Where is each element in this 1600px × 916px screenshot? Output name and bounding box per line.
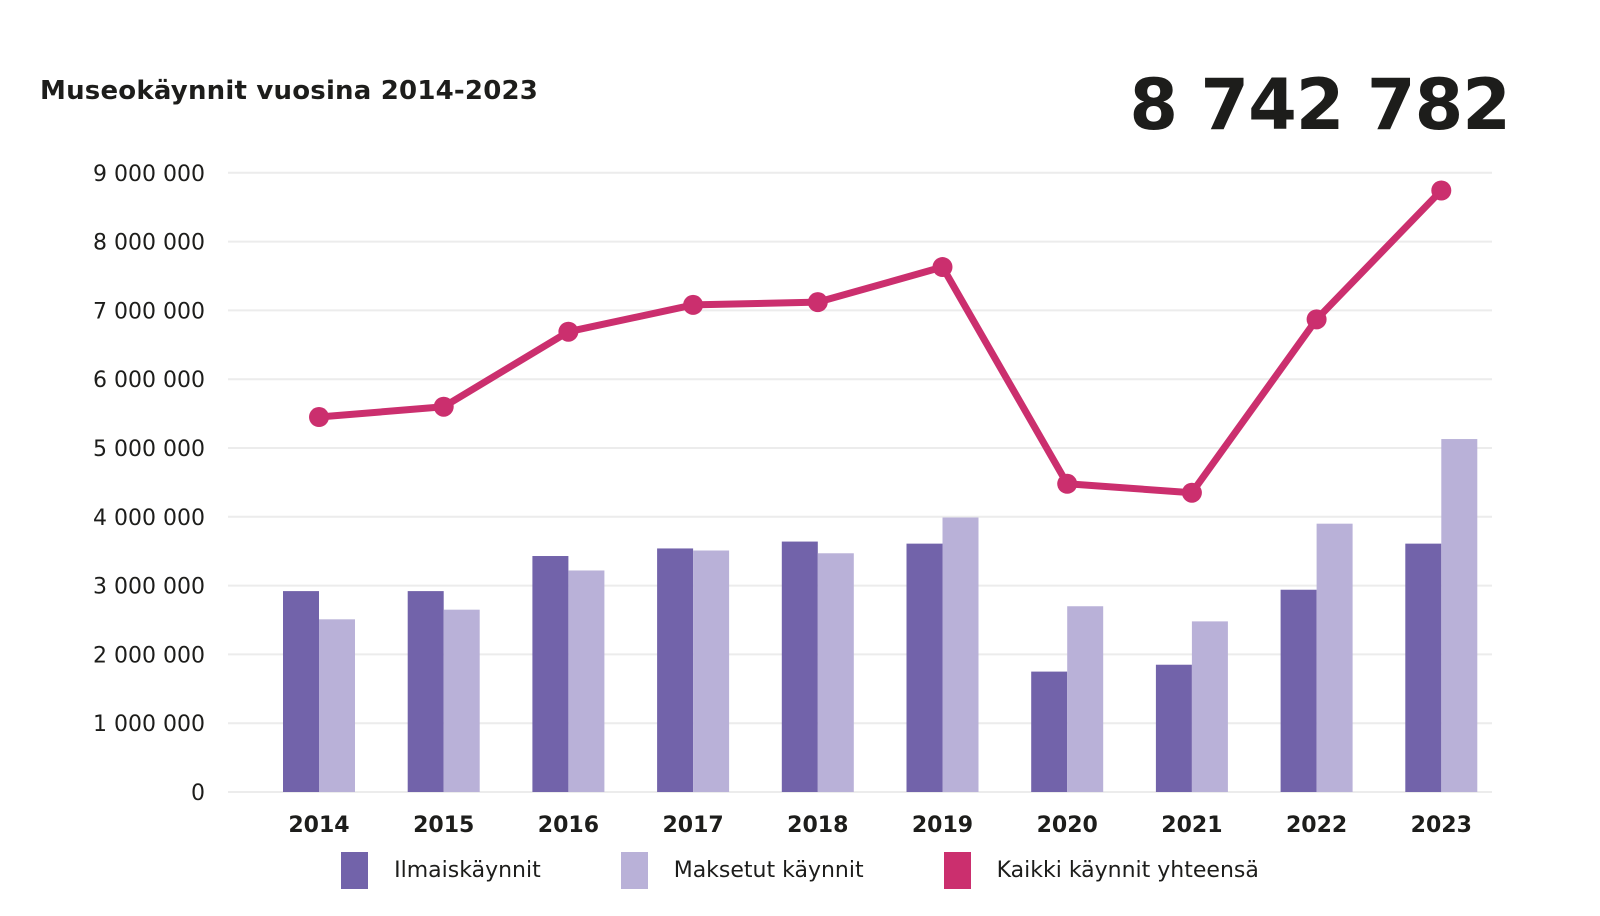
total-visits-point-2014 <box>309 407 329 428</box>
total-visits-point-2021 <box>1181 482 1202 503</box>
x-axis-label-2022: 2022 <box>1286 813 1347 838</box>
total-visits-point-2019 <box>932 257 953 278</box>
bar-paid-visits-2019 <box>942 517 979 792</box>
x-axis-label-2021: 2021 <box>1161 813 1222 838</box>
total-visits-point-2015 <box>433 396 454 417</box>
x-axis-label-2019: 2019 <box>912 813 973 838</box>
total-visits-point-2020 <box>1057 473 1078 494</box>
y-axis-tick-label: 2 000 000 <box>93 643 205 668</box>
total-visits-line <box>315 186 1445 497</box>
legend-label: Maksetut käynnit <box>673 858 864 883</box>
y-axis-tick-label: 7 000 000 <box>93 299 205 324</box>
total-visits-point-2017 <box>683 294 704 315</box>
y-axis-tick-label: 8 000 000 <box>93 231 205 256</box>
x-axis-label-2020: 2020 <box>1037 813 1098 838</box>
y-axis-tick-label: 4 000 000 <box>93 506 205 531</box>
legend-item: Maksetut käynnit <box>620 852 864 889</box>
y-axis-tick-label: 6 000 000 <box>93 368 205 393</box>
bar-paid-visits-2017 <box>693 550 730 792</box>
x-axis-label-2015: 2015 <box>413 813 474 838</box>
x-axis-label-2017: 2017 <box>662 813 723 838</box>
headline-total-2023: 8 742 782 <box>1129 64 1511 146</box>
x-axis-label-2018: 2018 <box>787 813 848 838</box>
bar-free-visits-2016 <box>532 556 569 792</box>
legend-swatch-icon <box>943 852 971 889</box>
bar-free-visits-2017 <box>657 548 694 792</box>
chart-title: Museokäynnit vuosina 2014-2023 <box>40 76 539 106</box>
total-visits-point-2016 <box>558 321 579 342</box>
legend-item: Ilmaiskäynnit <box>341 852 541 889</box>
y-axis-tick-label: 0 <box>191 781 205 806</box>
y-axis-tick-label: 3 000 000 <box>93 575 205 600</box>
bar-paid-visits-2023 <box>1441 439 1478 792</box>
bar-free-visits-2020 <box>1031 671 1068 792</box>
bar-free-visits-2014 <box>283 591 319 792</box>
total-visits-point-2018 <box>807 292 828 313</box>
legend-label: Ilmaiskäynnit <box>394 858 541 883</box>
y-axis-tick-label: 1 000 000 <box>93 712 205 737</box>
x-axis-label-2014: 2014 <box>288 813 349 838</box>
x-axis-label-2023: 2023 <box>1411 813 1472 838</box>
legend-swatch-icon <box>620 852 648 889</box>
total-visits-point-2022 <box>1306 309 1327 330</box>
bar-paid-visits-2016 <box>568 570 605 792</box>
bar-paid-visits-2015 <box>443 609 480 792</box>
chart-legend: Ilmaiskäynnit Maksetut käynnit Kaikki käyn… <box>0 852 1600 889</box>
bar-free-visits-2019 <box>906 543 943 792</box>
legend-label: Kaikki käynnit yhteensä <box>996 858 1259 883</box>
bar-free-visits-2015 <box>407 591 444 792</box>
bar-paid-visits-2014 <box>319 619 355 792</box>
y-axis-tick-label: 5 000 000 <box>93 437 205 462</box>
bar-paid-visits-2021 <box>1191 621 1228 792</box>
bar-free-visits-2021 <box>1155 664 1192 792</box>
legend-swatch-icon <box>341 852 369 889</box>
legend-item: Kaikki käynnit yhteensä <box>943 852 1259 889</box>
bar-paid-visits-2018 <box>817 553 854 792</box>
bar-paid-visits-2022 <box>1316 523 1353 792</box>
total-visits-point-2023 <box>1431 180 1452 201</box>
bar-free-visits-2022 <box>1280 589 1317 792</box>
bar-free-visits-2023 <box>1405 543 1442 792</box>
x-axis-label-2016: 2016 <box>538 813 599 838</box>
bar-free-visits-2018 <box>781 541 818 792</box>
bar-paid-visits-2020 <box>1067 606 1104 792</box>
y-axis-tick-label: 9 000 000 <box>93 162 205 187</box>
